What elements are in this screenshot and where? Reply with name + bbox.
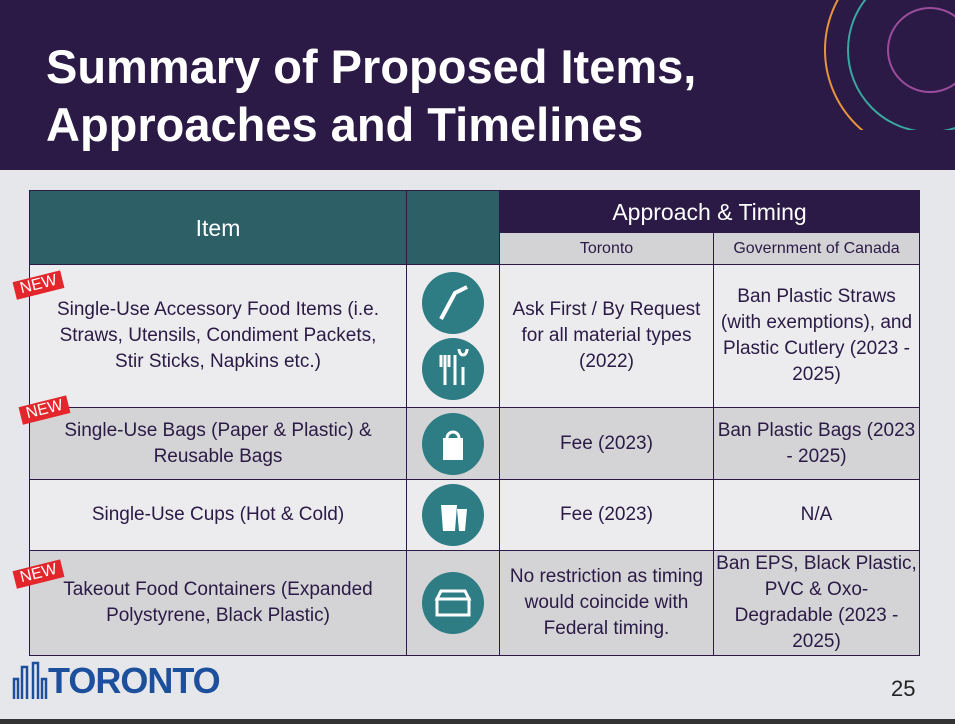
header-item: Item: [29, 190, 407, 265]
cutlery-icon: [422, 338, 484, 400]
table-row: Single-Use Bags (Paper & Plastic) & Reus…: [29, 407, 920, 480]
table-row: Single-Use Accessory Food Items (i.e. St…: [29, 264, 920, 408]
header-canada: Government of Canada: [713, 232, 920, 265]
decorative-rings-icon: [824, 0, 955, 130]
item-cell: Single-Use Accessory Food Items (i.e. St…: [29, 264, 407, 408]
header-toronto: Toronto: [499, 232, 714, 265]
item-cell: Single-Use Cups (Hot & Cold): [29, 479, 407, 551]
item-cell: Single-Use Bags (Paper & Plastic) & Reus…: [29, 407, 407, 480]
city-hall-icon: [12, 661, 48, 699]
canada-cell: N/A: [713, 479, 920, 551]
bag-icon: [422, 412, 484, 475]
takeout-container-icon: [422, 572, 484, 634]
page-number: 25: [891, 676, 916, 701]
straw-icon: [422, 272, 484, 334]
table-row: Takeout Food Containers (Expanded Polyst…: [29, 550, 920, 656]
canada-cell: Ban Plastic Straws (with exemptions), an…: [713, 264, 920, 408]
toronto-cell: Ask First / By Request for all material …: [499, 264, 714, 408]
header-approach: Approach & Timing: [499, 190, 920, 233]
cup-icon: [422, 484, 484, 546]
canada-cell: Ban Plastic Bags (2023 - 2025): [713, 407, 920, 480]
header-icon-col: [406, 190, 500, 265]
title-band: Summary of Proposed Items, Approaches an…: [0, 0, 955, 170]
item-cell: Takeout Food Containers (Expanded Polyst…: [29, 550, 407, 656]
toronto-cell: Fee (2023): [499, 407, 714, 480]
summary-table: Item Approach & Timing Toronto Governmen…: [29, 190, 920, 656]
table-row: Single-Use Cups (Hot & Cold) Fee (2023) …: [29, 479, 920, 551]
toronto-cell: Fee (2023): [499, 479, 714, 551]
toronto-logo: TORONTO: [12, 660, 221, 702]
canada-cell: Ban EPS, Black Plastic, PVC & Oxo-Degrad…: [713, 550, 920, 656]
bottom-bar: [0, 719, 955, 724]
toronto-cell: No restriction as timing would coincide …: [499, 550, 714, 656]
slide-title: Summary of Proposed Items, Approaches an…: [46, 40, 697, 151]
